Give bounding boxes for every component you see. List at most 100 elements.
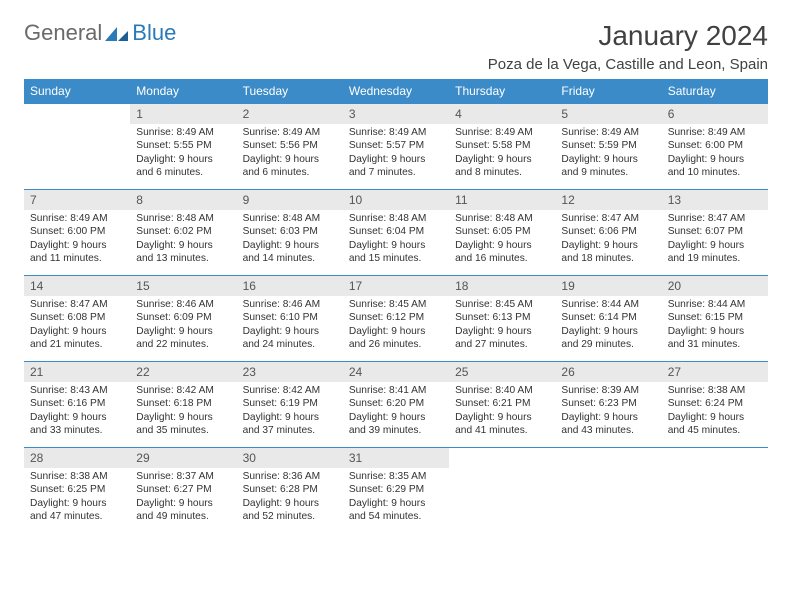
calendar-cell: 30Sunrise: 8:36 AMSunset: 6:28 PMDayligh… [237, 448, 343, 534]
calendar-cell: 10Sunrise: 8:48 AMSunset: 6:04 PMDayligh… [343, 190, 449, 276]
day-number: 20 [662, 276, 768, 296]
calendar-cell: 22Sunrise: 8:42 AMSunset: 6:18 PMDayligh… [130, 362, 236, 448]
calendar-row: 28Sunrise: 8:38 AMSunset: 6:25 PMDayligh… [24, 448, 768, 534]
calendar-cell: 24Sunrise: 8:41 AMSunset: 6:20 PMDayligh… [343, 362, 449, 448]
logo-blue: Blue [132, 20, 176, 46]
calendar-cell: 19Sunrise: 8:44 AMSunset: 6:14 PMDayligh… [555, 276, 661, 362]
weekday-header: Monday [130, 79, 236, 104]
day-details: Sunrise: 8:44 AMSunset: 6:14 PMDaylight:… [555, 296, 661, 356]
calendar-cell: 5Sunrise: 8:49 AMSunset: 5:59 PMDaylight… [555, 104, 661, 190]
day-details: Sunrise: 8:42 AMSunset: 6:19 PMDaylight:… [237, 382, 343, 442]
day-number: 11 [449, 190, 555, 210]
day-details: Sunrise: 8:49 AMSunset: 5:57 PMDaylight:… [343, 124, 449, 184]
calendar-cell: 17Sunrise: 8:45 AMSunset: 6:12 PMDayligh… [343, 276, 449, 362]
day-details: Sunrise: 8:46 AMSunset: 6:09 PMDaylight:… [130, 296, 236, 356]
weekday-header: Tuesday [237, 79, 343, 104]
calendar-cell: 11Sunrise: 8:48 AMSunset: 6:05 PMDayligh… [449, 190, 555, 276]
day-details: Sunrise: 8:48 AMSunset: 6:03 PMDaylight:… [237, 210, 343, 270]
day-number: 8 [130, 190, 236, 210]
day-number: 27 [662, 362, 768, 382]
day-number: 14 [24, 276, 130, 296]
day-number: 1 [130, 104, 236, 124]
day-number: 9 [237, 190, 343, 210]
calendar-cell: 18Sunrise: 8:45 AMSunset: 6:13 PMDayligh… [449, 276, 555, 362]
day-number: 25 [449, 362, 555, 382]
day-number: 12 [555, 190, 661, 210]
day-details: Sunrise: 8:35 AMSunset: 6:29 PMDaylight:… [343, 468, 449, 528]
day-number: 23 [237, 362, 343, 382]
day-details: Sunrise: 8:40 AMSunset: 6:21 PMDaylight:… [449, 382, 555, 442]
day-details: Sunrise: 8:43 AMSunset: 6:16 PMDaylight:… [24, 382, 130, 442]
calendar-cell: 15Sunrise: 8:46 AMSunset: 6:09 PMDayligh… [130, 276, 236, 362]
day-details: Sunrise: 8:41 AMSunset: 6:20 PMDaylight:… [343, 382, 449, 442]
calendar-cell: 6Sunrise: 8:49 AMSunset: 6:00 PMDaylight… [662, 104, 768, 190]
day-number: 7 [24, 190, 130, 210]
day-details: Sunrise: 8:42 AMSunset: 6:18 PMDaylight:… [130, 382, 236, 442]
calendar-row: 14Sunrise: 8:47 AMSunset: 6:08 PMDayligh… [24, 276, 768, 362]
calendar-cell: 28Sunrise: 8:38 AMSunset: 6:25 PMDayligh… [24, 448, 130, 534]
day-number: 15 [130, 276, 236, 296]
title-block: January 2024 Poza de la Vega, Castille a… [488, 20, 768, 73]
day-details: Sunrise: 8:45 AMSunset: 6:13 PMDaylight:… [449, 296, 555, 356]
day-details: Sunrise: 8:46 AMSunset: 6:10 PMDaylight:… [237, 296, 343, 356]
day-number: 21 [24, 362, 130, 382]
day-number: 22 [130, 362, 236, 382]
calendar-cell: 1Sunrise: 8:49 AMSunset: 5:55 PMDaylight… [130, 104, 236, 190]
day-details: Sunrise: 8:47 AMSunset: 6:08 PMDaylight:… [24, 296, 130, 356]
day-details: Sunrise: 8:47 AMSunset: 6:07 PMDaylight:… [662, 210, 768, 270]
day-number: 13 [662, 190, 768, 210]
day-details: Sunrise: 8:49 AMSunset: 5:55 PMDaylight:… [130, 124, 236, 184]
calendar-cell: 27Sunrise: 8:38 AMSunset: 6:24 PMDayligh… [662, 362, 768, 448]
day-number: 18 [449, 276, 555, 296]
day-details: Sunrise: 8:47 AMSunset: 6:06 PMDaylight:… [555, 210, 661, 270]
day-number: 17 [343, 276, 449, 296]
calendar-cell: 29Sunrise: 8:37 AMSunset: 6:27 PMDayligh… [130, 448, 236, 534]
day-details: Sunrise: 8:49 AMSunset: 6:00 PMDaylight:… [24, 210, 130, 270]
day-details: Sunrise: 8:44 AMSunset: 6:15 PMDaylight:… [662, 296, 768, 356]
calendar-cell: 12Sunrise: 8:47 AMSunset: 6:06 PMDayligh… [555, 190, 661, 276]
day-details: Sunrise: 8:36 AMSunset: 6:28 PMDaylight:… [237, 468, 343, 528]
weekday-header: Thursday [449, 79, 555, 104]
day-details: Sunrise: 8:49 AMSunset: 5:59 PMDaylight:… [555, 124, 661, 184]
logo-general: General [24, 20, 102, 46]
day-number: 28 [24, 448, 130, 468]
day-number: 19 [555, 276, 661, 296]
calendar-cell: 2Sunrise: 8:49 AMSunset: 5:56 PMDaylight… [237, 104, 343, 190]
day-number: 2 [237, 104, 343, 124]
calendar-cell: 13Sunrise: 8:47 AMSunset: 6:07 PMDayligh… [662, 190, 768, 276]
calendar-row: ..1Sunrise: 8:49 AMSunset: 5:55 PMDaylig… [24, 104, 768, 190]
weekday-row: SundayMondayTuesdayWednesdayThursdayFrid… [24, 79, 768, 104]
calendar-cell: 16Sunrise: 8:46 AMSunset: 6:10 PMDayligh… [237, 276, 343, 362]
calendar-cell: 7Sunrise: 8:49 AMSunset: 6:00 PMDaylight… [24, 190, 130, 276]
day-details: Sunrise: 8:48 AMSunset: 6:04 PMDaylight:… [343, 210, 449, 270]
day-number: 29 [130, 448, 236, 468]
day-number: 24 [343, 362, 449, 382]
day-number: 4 [449, 104, 555, 124]
day-number: 26 [555, 362, 661, 382]
calendar-cell: 8Sunrise: 8:48 AMSunset: 6:02 PMDaylight… [130, 190, 236, 276]
day-number: 5 [555, 104, 661, 124]
day-details: Sunrise: 8:38 AMSunset: 6:25 PMDaylight:… [24, 468, 130, 528]
calendar-row: 21Sunrise: 8:43 AMSunset: 6:16 PMDayligh… [24, 362, 768, 448]
day-details: Sunrise: 8:49 AMSunset: 6:00 PMDaylight:… [662, 124, 768, 184]
calendar-cell: 3Sunrise: 8:49 AMSunset: 5:57 PMDaylight… [343, 104, 449, 190]
day-details: Sunrise: 8:49 AMSunset: 5:56 PMDaylight:… [237, 124, 343, 184]
calendar-table: SundayMondayTuesdayWednesdayThursdayFrid… [24, 79, 768, 534]
calendar-cell: .. [662, 448, 768, 534]
calendar-cell: .. [555, 448, 661, 534]
month-title: January 2024 [488, 20, 768, 52]
calendar-cell: 23Sunrise: 8:42 AMSunset: 6:19 PMDayligh… [237, 362, 343, 448]
calendar-cell: 31Sunrise: 8:35 AMSunset: 6:29 PMDayligh… [343, 448, 449, 534]
day-details: Sunrise: 8:37 AMSunset: 6:27 PMDaylight:… [130, 468, 236, 528]
calendar-row: 7Sunrise: 8:49 AMSunset: 6:00 PMDaylight… [24, 190, 768, 276]
calendar-cell: .. [449, 448, 555, 534]
day-details: Sunrise: 8:48 AMSunset: 6:05 PMDaylight:… [449, 210, 555, 270]
calendar-cell: 9Sunrise: 8:48 AMSunset: 6:03 PMDaylight… [237, 190, 343, 276]
calendar-cell: 25Sunrise: 8:40 AMSunset: 6:21 PMDayligh… [449, 362, 555, 448]
calendar-head: SundayMondayTuesdayWednesdayThursdayFrid… [24, 79, 768, 104]
calendar-cell: 20Sunrise: 8:44 AMSunset: 6:15 PMDayligh… [662, 276, 768, 362]
calendar-cell: 21Sunrise: 8:43 AMSunset: 6:16 PMDayligh… [24, 362, 130, 448]
day-details: Sunrise: 8:39 AMSunset: 6:23 PMDaylight:… [555, 382, 661, 442]
calendar-cell: 26Sunrise: 8:39 AMSunset: 6:23 PMDayligh… [555, 362, 661, 448]
day-number: 31 [343, 448, 449, 468]
